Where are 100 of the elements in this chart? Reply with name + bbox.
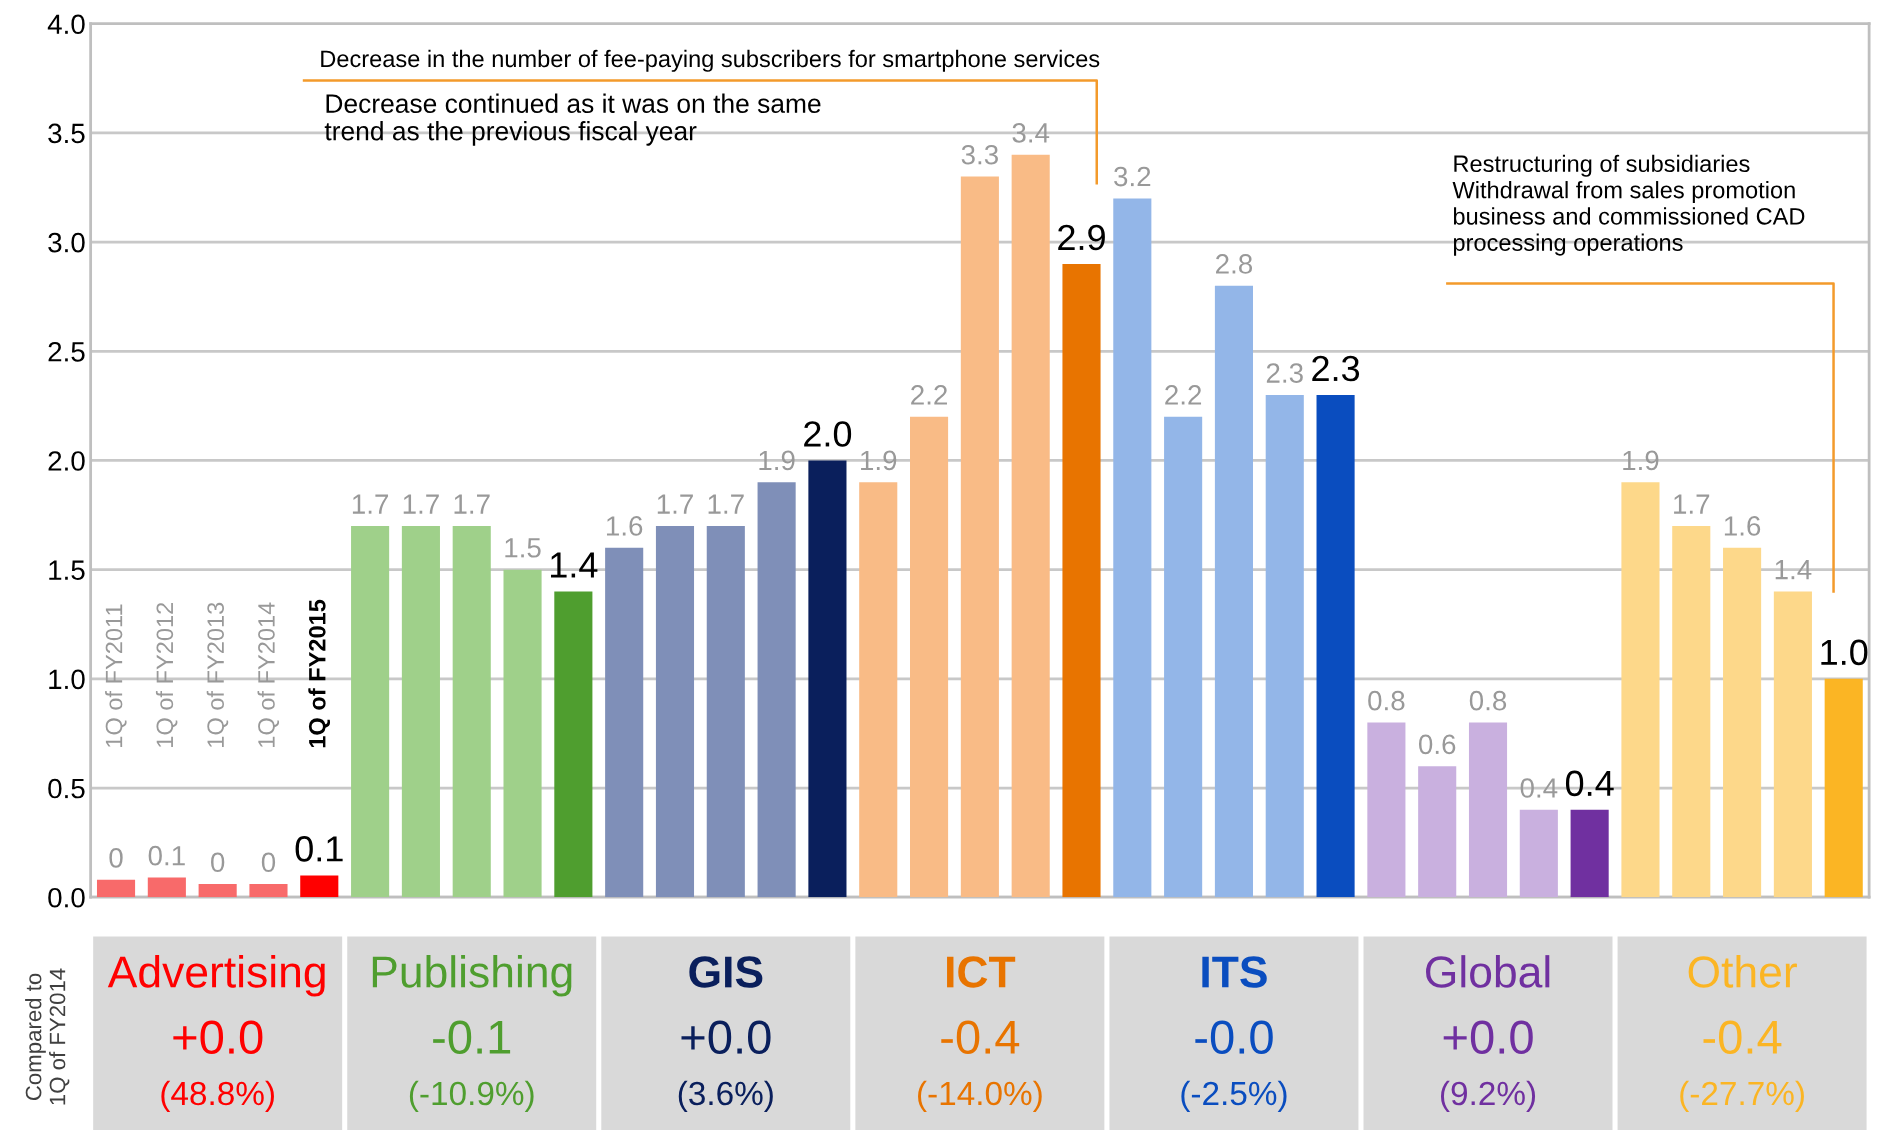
text: (3.6%)	[678, 1080, 773, 1112]
data-label: 1.7	[657, 494, 693, 514]
text: (-14.0%)	[918, 1080, 1042, 1112]
bar	[1519, 809, 1558, 898]
data-label: 0	[109, 848, 123, 868]
bar	[1265, 394, 1304, 898]
bar	[96, 879, 136, 898]
bar	[147, 877, 186, 898]
bar	[1468, 722, 1508, 898]
y-tick-label: 3.5	[48, 123, 85, 144]
annotation: Restructuring of subsidiaries Withdrawal from sales promotion business and commissioned CAD processing operations	[1452, 154, 1805, 256]
y-tick-label: 1.0	[49, 669, 85, 690]
bar	[1723, 547, 1762, 898]
data-label: 2.3	[1312, 355, 1360, 382]
data-label: 1.5	[505, 538, 541, 558]
bar	[1113, 198, 1152, 898]
bar	[605, 547, 644, 898]
data-label: 2.2	[911, 385, 947, 405]
bar	[351, 525, 390, 898]
data-label: 2.8	[1216, 254, 1253, 274]
text: (48.8%)	[161, 1080, 274, 1112]
bar	[757, 482, 796, 898]
text: Compared to 1Q of FY2014	[25, 968, 70, 1105]
x-tick-label: 1Q of FY2012	[155, 602, 178, 747]
data-label: 1.0	[1821, 639, 1868, 666]
text: Global	[1426, 955, 1550, 988]
bar	[1367, 722, 1406, 898]
bar	[808, 460, 847, 898]
text: Other	[1688, 955, 1797, 988]
bar	[1418, 766, 1457, 898]
data-label: 1.6	[606, 516, 643, 536]
bar	[503, 569, 542, 898]
bar	[910, 416, 949, 898]
text: -0.0	[1195, 1020, 1273, 1055]
text: (9.2%)	[1441, 1080, 1536, 1112]
y-tick-label: 2.0	[48, 451, 85, 471]
annotation: Decrease in the number of fee-paying subscribers for smartphone services	[321, 49, 1100, 72]
data-label: 1.9	[861, 450, 897, 471]
bar	[452, 525, 491, 898]
text: GIS	[689, 956, 763, 988]
data-label: 1.7	[454, 494, 490, 514]
data-label: 0	[261, 852, 276, 873]
text: ITS	[1202, 956, 1267, 988]
y-tick-label: 0.5	[48, 778, 85, 799]
text: -0.4	[941, 1020, 1020, 1055]
data-label: 0	[211, 852, 225, 873]
bar	[198, 884, 237, 898]
data-label: 2.3	[1266, 363, 1303, 383]
text: (-27.7%)	[1680, 1080, 1804, 1112]
text: Advertising	[107, 955, 325, 997]
data-label: 0.8	[1368, 690, 1405, 711]
data-label: 0.6	[1418, 734, 1456, 755]
data-label: 1.7	[1674, 494, 1710, 514]
data-label: 1.7	[352, 494, 389, 514]
x-tick-label: 1Q of FY2014	[257, 602, 280, 747]
bar	[1214, 285, 1253, 898]
text: (-2.5%)	[1181, 1080, 1287, 1112]
data-label: 0.4	[1520, 778, 1558, 798]
bar	[960, 176, 999, 898]
y-tick-label: 4.0	[47, 14, 85, 35]
data-label: 1.9	[759, 450, 795, 471]
bar	[1062, 263, 1101, 898]
data-label: 0.1	[295, 836, 343, 862]
bar	[655, 525, 695, 898]
bar	[1773, 591, 1812, 898]
bar	[401, 525, 440, 898]
y-tick-label: 0.0	[48, 887, 85, 908]
text: (-10.9%)	[409, 1080, 534, 1112]
data-label: 2.2	[1165, 385, 1202, 405]
data-label: 1.6	[1724, 516, 1761, 536]
bar	[249, 884, 288, 898]
y-tick-label: 2.5	[48, 341, 85, 362]
bar	[859, 482, 898, 898]
data-label: 3.2	[1114, 166, 1151, 187]
text: +0.0	[681, 1020, 771, 1055]
data-label: 0.8	[1469, 690, 1507, 711]
y-tick-label: 3.0	[48, 232, 85, 253]
text: ICT	[947, 956, 1016, 988]
data-label: 1.7	[708, 494, 744, 514]
data-label: 1.4	[1775, 560, 1812, 580]
text: +0.0	[1443, 1020, 1533, 1055]
x-tick-label: 1Q of FY2015	[308, 599, 331, 748]
data-label: 3.3	[961, 144, 998, 165]
text: -0.1	[433, 1020, 511, 1055]
bar	[1570, 809, 1609, 898]
bar	[1824, 678, 1863, 898]
bar	[1164, 416, 1203, 898]
data-label: 1.4	[551, 552, 598, 578]
text: +0.0	[173, 1020, 263, 1055]
data-label: 2.9	[1058, 224, 1105, 251]
bar	[554, 591, 593, 898]
data-label: 2.0	[804, 421, 852, 447]
data-label: 1.9	[1623, 450, 1659, 471]
y-tick-label: 1.5	[49, 560, 85, 580]
bar	[300, 875, 339, 898]
x-tick-label: 1Q of FY2011	[105, 604, 127, 747]
annotation: Decrease continued as it was on the same trend as the previous fiscal year	[324, 93, 821, 146]
bar	[1011, 154, 1050, 898]
bar	[1672, 525, 1711, 898]
data-label: 0.1	[148, 845, 185, 866]
